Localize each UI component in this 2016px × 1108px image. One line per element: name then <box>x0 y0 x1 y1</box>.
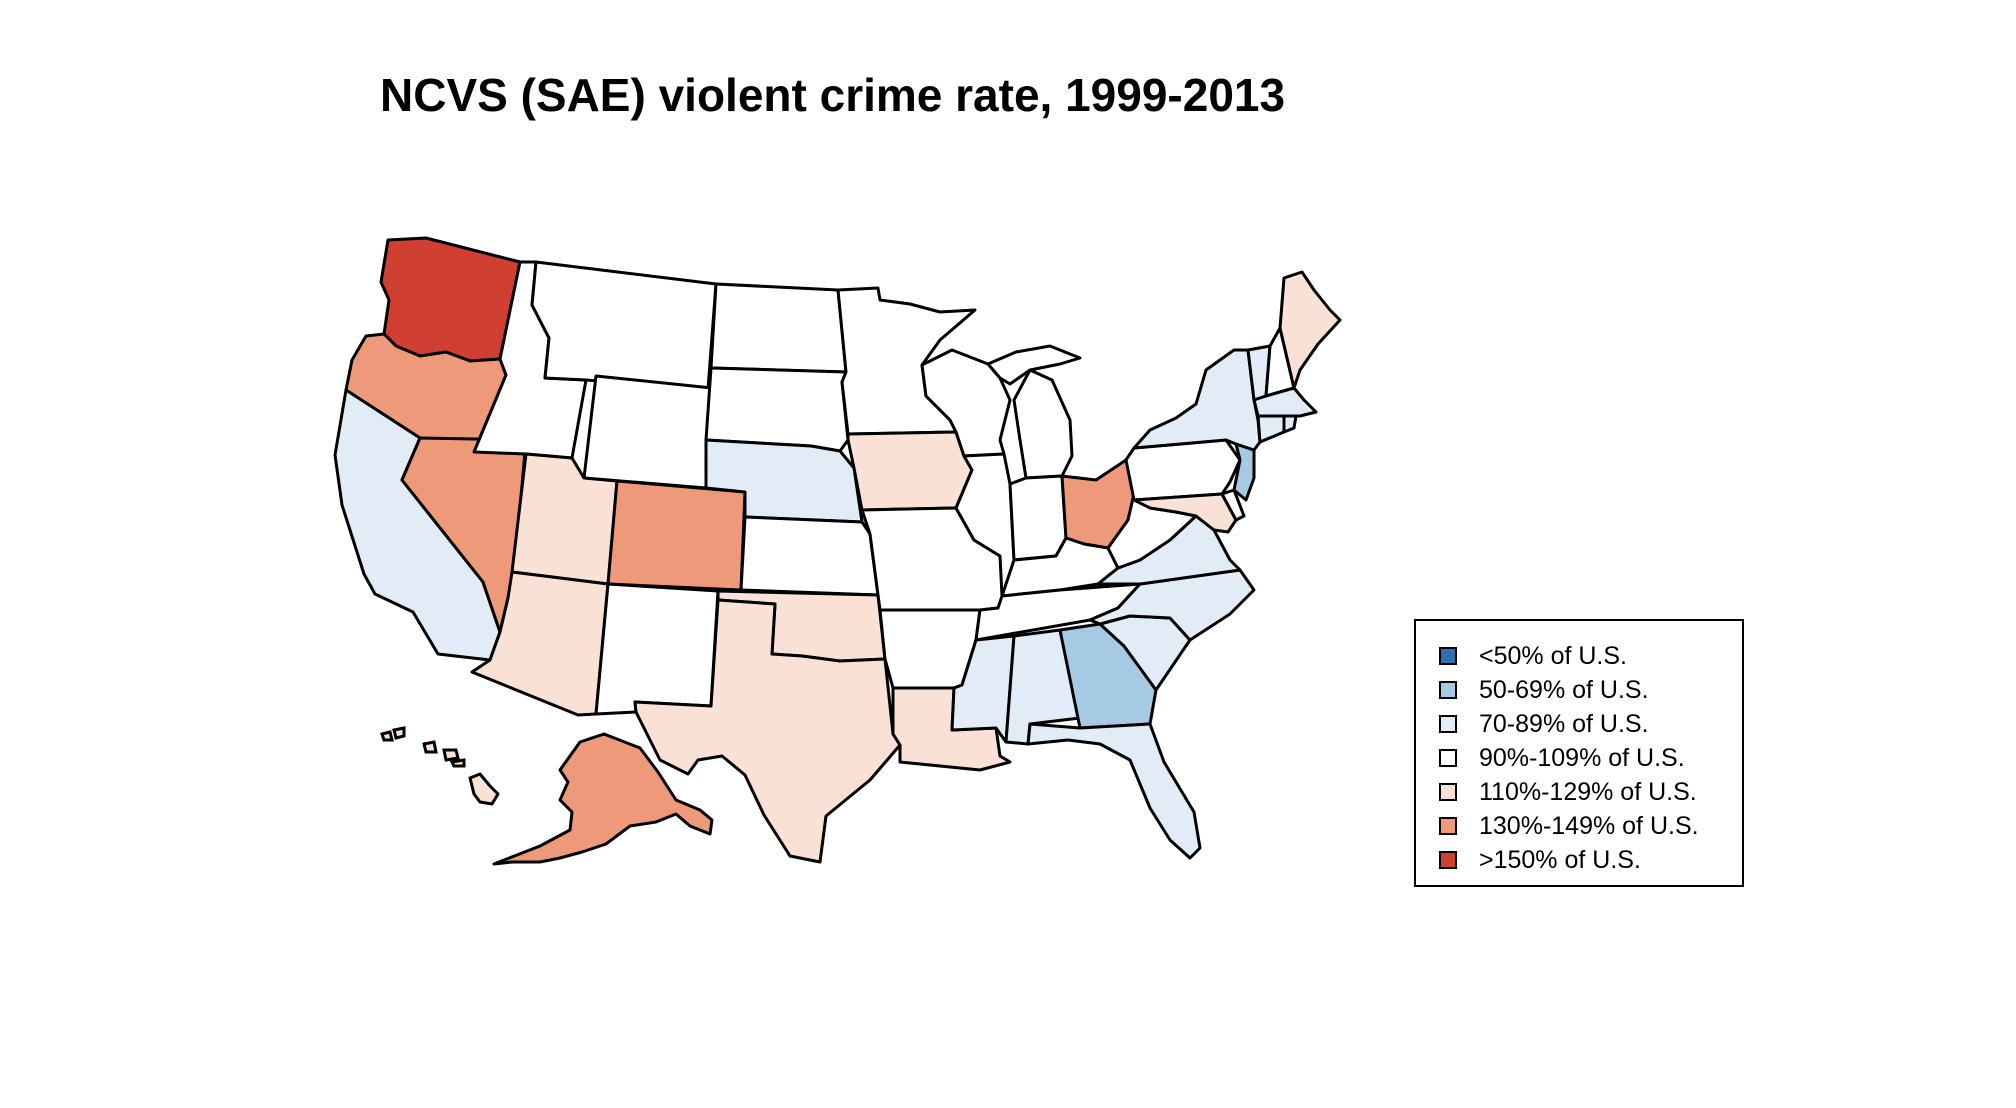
legend-label: 70-89% of U.S. <box>1479 709 1649 738</box>
legend-item: 50-69% of U.S. <box>1416 673 1742 707</box>
state-connecticut <box>1256 414 1286 444</box>
map-legend: <50% of U.S. 50-69% of U.S. 70-89% of U.S.… <box>1414 619 1744 887</box>
state-new-mexico <box>594 582 720 716</box>
legend-swatch <box>1439 783 1457 801</box>
state-montana <box>530 260 718 391</box>
state-indiana <box>1008 474 1068 562</box>
legend-item: 90%-109% of U.S. <box>1416 741 1742 775</box>
state-michigan-upper <box>986 344 1082 386</box>
legend-swatch <box>1439 851 1457 869</box>
legend-item: >150% of U.S. <box>1416 843 1742 877</box>
legend-swatch <box>1439 681 1457 699</box>
state-hawaii-islet <box>422 740 438 754</box>
state-colorado <box>606 479 747 592</box>
legend-label: >150% of U.S. <box>1479 845 1641 874</box>
state-hawaii-islet <box>380 730 394 742</box>
state-hawaii-islet <box>392 726 406 740</box>
legend-label: 110%-129% of U.S. <box>1479 777 1697 806</box>
state-kansas <box>739 515 880 597</box>
state-new-jersey <box>1232 442 1256 502</box>
legend-label: 50-69% of U.S. <box>1479 675 1649 704</box>
state-maine <box>1278 270 1342 390</box>
state-alaska <box>492 732 714 866</box>
hawaii-islands <box>380 726 466 768</box>
legend-label: <50% of U.S. <box>1479 641 1627 670</box>
legend-label: 90%-109% of U.S. <box>1479 743 1685 772</box>
map-title: NCVS (SAE) violent crime rate, 1999-2013 <box>380 69 1286 121</box>
legend-item: 130%-149% of U.S. <box>1416 809 1742 843</box>
state-north-dakota <box>709 282 848 374</box>
state-texas <box>633 598 902 864</box>
state-wisconsin <box>920 348 1012 458</box>
state-wyoming <box>582 374 714 490</box>
legend-swatch <box>1439 817 1457 835</box>
state-washington <box>379 236 522 363</box>
legend-label: 130%-149% of U.S. <box>1479 811 1699 840</box>
legend-swatch <box>1439 647 1457 665</box>
legend-item: 70-89% of U.S. <box>1416 707 1742 741</box>
state-hawaii <box>468 772 500 806</box>
state-pennsylvania <box>1124 438 1242 502</box>
state-delaware <box>1220 488 1246 522</box>
state-michigan <box>1012 368 1074 480</box>
state-hawaii-islet <box>442 748 460 762</box>
legend-swatch <box>1439 749 1457 767</box>
state-hawaii-islet <box>449 758 466 768</box>
state-florida <box>1026 722 1202 860</box>
state-south-dakota <box>704 366 850 453</box>
legend-item: <50% of U.S. <box>1416 639 1742 673</box>
state-maryland <box>1132 492 1238 534</box>
state-rhode-island <box>1282 414 1298 434</box>
state-north-carolina <box>1088 568 1256 642</box>
legend-item: 110%-129% of U.S. <box>1416 775 1742 809</box>
state-new-york <box>1132 348 1262 452</box>
state-iowa <box>846 430 974 512</box>
legend-swatch <box>1439 715 1457 733</box>
